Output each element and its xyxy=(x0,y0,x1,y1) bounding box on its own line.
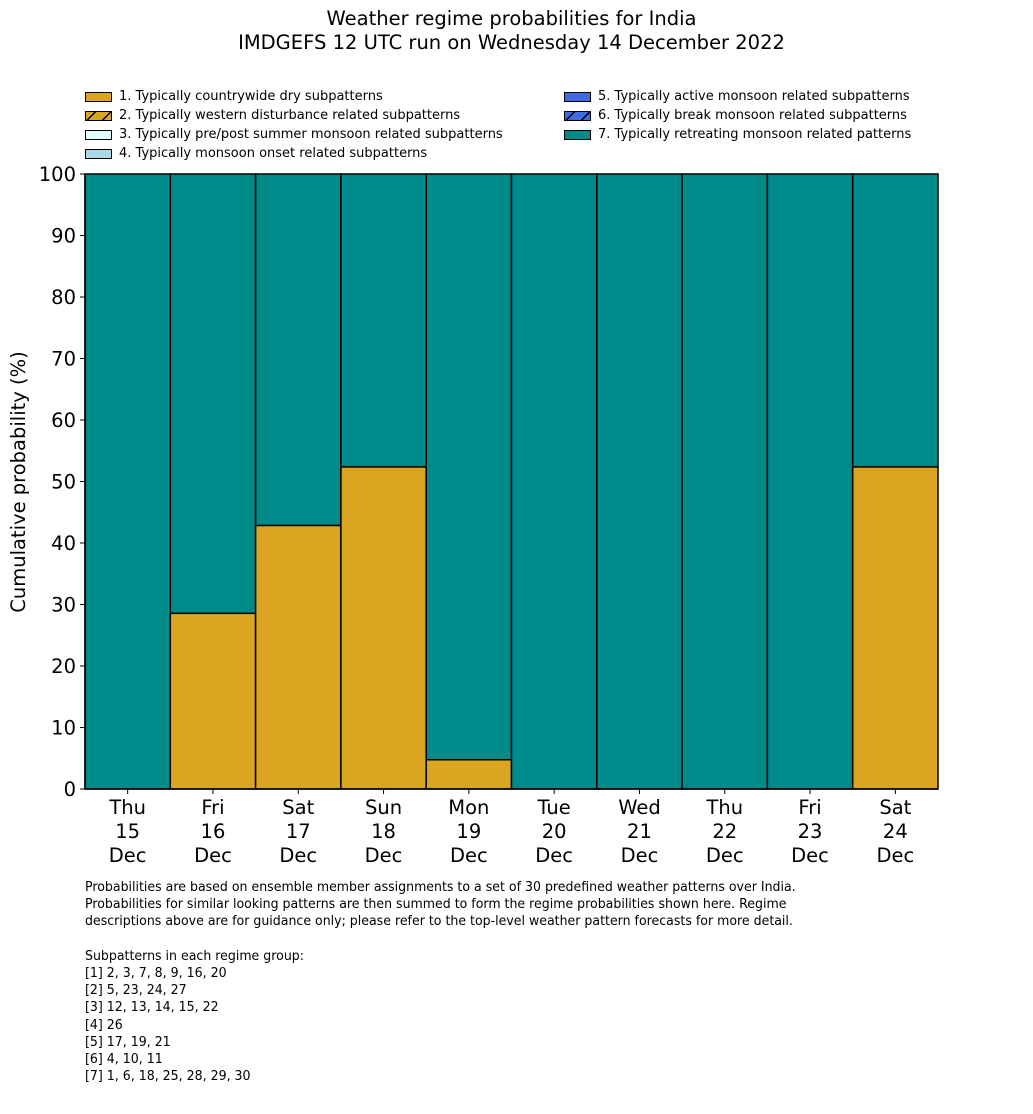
legend-swatch xyxy=(85,91,112,102)
legend-label: 1. Typically countrywide dry subpatterns xyxy=(119,89,383,104)
legend-label: 6. Typically break monsoon related subpa… xyxy=(598,108,907,123)
y-tick-label: 10 xyxy=(51,717,76,740)
bar-segment-series-7-day-4 xyxy=(340,173,427,468)
bar-segment-series-7-day-6 xyxy=(510,173,598,790)
legend-right-column: 5. Typically active monsoon related subp… xyxy=(564,87,911,144)
footnote-paragraph-line: descriptions above are for guidance only… xyxy=(85,913,793,930)
bar-segment-series-7-day-5 xyxy=(425,173,513,761)
x-tick-label: Mon 19 Dec xyxy=(448,796,489,867)
y-tick-label: 90 xyxy=(51,225,76,248)
bar-segment-series-1-day-2 xyxy=(169,612,257,790)
legend-label: 2. Typically western disturbance related… xyxy=(119,108,461,123)
y-axis-label: Cumulative probability (%) xyxy=(7,351,30,612)
x-tick-label: Sat 24 Dec xyxy=(876,796,914,867)
y-tick-label: 20 xyxy=(51,655,76,678)
x-tick-label: Fri 23 Dec xyxy=(791,796,829,867)
bars-group xyxy=(84,173,939,790)
legend-item-6: 6. Typically break monsoon related subpa… xyxy=(564,106,911,125)
x-tick-label: Fri 16 Dec xyxy=(194,796,232,867)
bar-segment-series-1-day-5 xyxy=(425,758,513,790)
footnote-group-line: [4] 26 xyxy=(85,1016,123,1033)
bar-segment-series-7-day-8 xyxy=(681,173,769,790)
footnote-paragraph-line: Probabilities for similar looking patter… xyxy=(85,896,787,913)
legend-item-1: 1. Typically countrywide dry subpatterns xyxy=(85,87,503,106)
chart-title: Weather regime probabilities for India I… xyxy=(0,7,1023,55)
footnote: Probabilities are based on ensemble memb… xyxy=(85,879,796,1085)
x-tick-label: Wed 21 Dec xyxy=(618,796,661,867)
bar-segment-series-7-day-9 xyxy=(766,173,854,790)
legend-swatch xyxy=(564,110,591,121)
y-tick-label: 60 xyxy=(51,409,76,432)
legend-swatch xyxy=(564,129,591,140)
legend-item-3: 3. Typically pre/post summer monsoon rel… xyxy=(85,125,503,144)
bar-segment-series-7-day-7 xyxy=(596,173,683,790)
footnote-group-line: [3] 12, 13, 14, 15, 22 xyxy=(85,999,219,1016)
chart-plot: 0 10 20 30 40 50 60 70 80 90 100 Thu 15 Dec Fri 16 Dec Sa… xyxy=(7,163,939,867)
footnote-group-line: [7] 1, 6, 18, 25, 28, 29, 30 xyxy=(85,1068,251,1085)
bar-segment-series-7-day-3 xyxy=(254,173,342,527)
legend-label: 3. Typically pre/post summer monsoon rel… xyxy=(119,127,503,142)
bar-segment-series-7-day-2 xyxy=(169,173,257,615)
legend-left-column: 1. Typically countrywide dry subpatterns… xyxy=(85,87,503,163)
y-tick-label: 70 xyxy=(51,348,76,371)
y-tick-label: 80 xyxy=(51,286,76,309)
footnote-group-line: [2] 5, 23, 24, 27 xyxy=(85,982,187,999)
footnote-group-line: Subpatterns in each regime group: xyxy=(85,947,304,964)
y-tick-label: 0 xyxy=(64,778,76,801)
x-tick-label: Tue 20 Dec xyxy=(535,796,573,867)
legend-label: 5. Typically active monsoon related subp… xyxy=(598,89,910,104)
subtitle-line: IMDGEFS 12 UTC run on Wednesday 14 Decem… xyxy=(238,31,785,54)
footnote-group-line: [1] 2, 3, 7, 8, 9, 16, 20 xyxy=(85,965,227,982)
legend-label: 4. Typically monsoon onset related subpa… xyxy=(119,146,428,161)
footnote-group-line: [6] 4, 10, 11 xyxy=(85,1051,163,1068)
bar-segment-series-1-day-4 xyxy=(340,466,427,790)
legend-swatch xyxy=(85,110,112,121)
bar-segment-series-7-day-10 xyxy=(851,173,939,468)
legend-item-7: 7. Typically retreating monsoon related … xyxy=(564,125,911,144)
footnote-paragraph-line: Probabilities are based on ensemble memb… xyxy=(85,879,796,895)
legend-swatch xyxy=(85,148,112,159)
legend-swatch xyxy=(564,91,591,102)
bar-segment-series-7-day-1 xyxy=(84,173,172,790)
x-tick-label: Thu 22 Dec xyxy=(705,796,743,867)
bar-segment-series-1-day-10 xyxy=(851,466,939,790)
title-line: Weather regime probabilities for India xyxy=(326,7,697,30)
y-tick-label: 30 xyxy=(51,594,76,617)
footnote-group-line xyxy=(85,931,796,948)
legend-swatch xyxy=(85,129,112,140)
bar-segment-series-1-day-3 xyxy=(254,524,342,790)
axes-group: 0 10 20 30 40 50 60 70 80 90 100 Thu 15 Dec Fri 16 Dec Sa… xyxy=(39,163,938,867)
y-tick-label: 40 xyxy=(51,532,76,555)
x-tick-label: Sat 17 Dec xyxy=(279,796,317,867)
legend-label: 7. Typically retreating monsoon related … xyxy=(598,127,912,142)
legend-item-2: 2. Typically western disturbance related… xyxy=(85,106,503,125)
x-tick-label: Thu 15 Dec xyxy=(108,796,146,867)
x-tick-label: Sun 18 Dec xyxy=(365,796,403,867)
footnote-group-line: [5] 17, 19, 21 xyxy=(85,1033,171,1050)
legend-item-5: 5. Typically active monsoon related subp… xyxy=(564,87,911,106)
legend-item-4: 4. Typically monsoon onset related subpa… xyxy=(85,144,503,163)
y-tick-label: 50 xyxy=(51,471,76,494)
y-tick-label: 100 xyxy=(39,163,76,186)
